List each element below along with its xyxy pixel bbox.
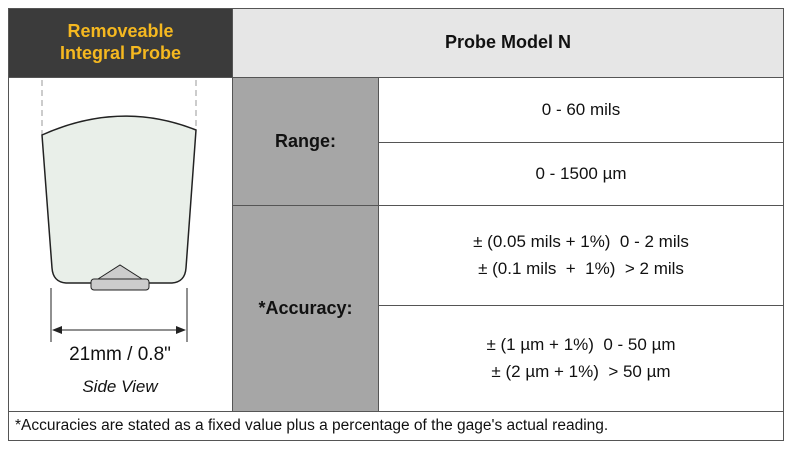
range-value: 0 - 1500 µm [378,142,784,206]
accuracy-label: *Accuracy: [232,205,379,412]
footnote: *Accuracies are stated as a fixed value … [8,411,784,441]
accuracy-line: ± (0.1 mils + 1%) > 2 mils [478,258,684,278]
range-value: 0 - 60 mils [378,77,784,143]
accuracy-line: ± (2 µm + 1%) > 50 µm [491,361,671,381]
probe-tip-base [90,278,150,291]
accuracy-line: ± (0.05 mils + 1%) 0 - 2 mils [473,232,689,252]
accuracy-value: ± (1 µm + 1%) 0 - 50 µm ± (2 µm + 1%) > … [378,305,784,412]
dimension-label: 21mm / 0.8" [69,344,171,365]
header-line: Integral Probe [59,43,182,63]
accuracy-value: ± (0.05 mils + 1%) 0 - 2 mils ± (0.1 mil… [378,205,784,306]
range-label: Range: [232,77,379,206]
header-left: Removeable Integral Probe [8,8,233,78]
accuracy-line: ± (1 µm + 1%) 0 - 50 µm [486,335,676,355]
header-model: Probe Model N [232,8,784,78]
header-line: Removeable [67,21,174,42]
view-label: Side View [82,377,159,396]
probe-body [41,115,197,284]
probe-diagram: 21mm / 0.8" Side View [41,80,197,396]
